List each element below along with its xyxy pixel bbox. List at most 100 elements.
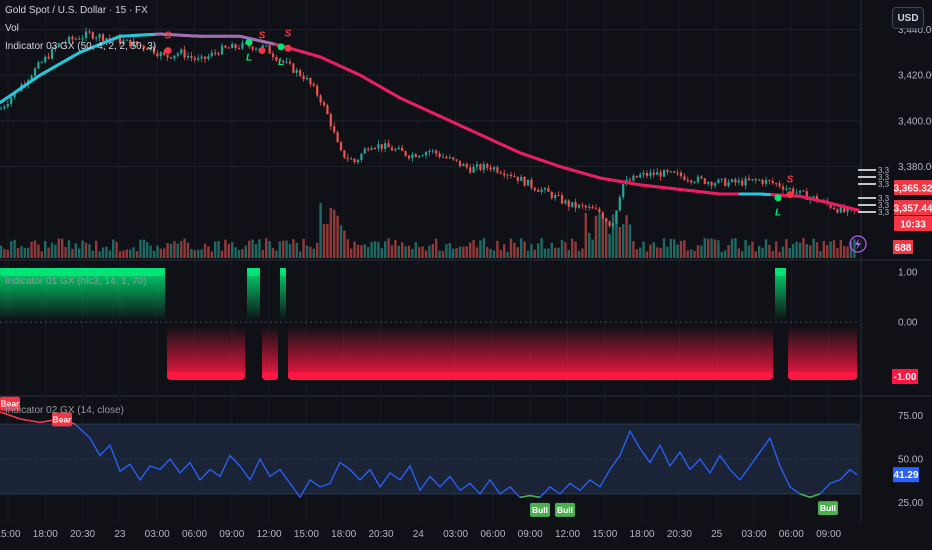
volume-bar <box>557 247 560 258</box>
currency-button[interactable]: USD <box>892 7 924 29</box>
ind1-bull-area <box>775 268 786 320</box>
volume-bar <box>683 240 686 258</box>
candle-body <box>798 190 802 193</box>
volume-bar <box>662 238 666 258</box>
volume-legend[interactable]: Vol <box>5 23 19 34</box>
volume-bar <box>152 250 156 258</box>
volume-bar <box>397 245 400 258</box>
volume-bar <box>207 246 210 258</box>
volume-bar <box>23 247 26 258</box>
volume-bar <box>703 238 706 258</box>
candle-body <box>788 188 791 190</box>
candle-body <box>499 172 502 174</box>
volume-bar <box>849 241 853 258</box>
candle-body <box>846 208 849 213</box>
candle-body <box>628 179 632 181</box>
candle-body <box>431 150 434 152</box>
volume-bar <box>475 247 479 258</box>
candle-body <box>618 197 621 211</box>
candle-body <box>649 172 652 177</box>
candle-body <box>428 151 431 153</box>
volume-bar <box>418 247 421 258</box>
candle-body <box>737 180 740 183</box>
candle-body <box>805 191 808 200</box>
volume-bar <box>812 238 815 258</box>
volume-bar <box>339 225 343 258</box>
volume-bar <box>611 214 615 258</box>
volume-bar <box>322 224 326 258</box>
candle-body <box>724 178 727 187</box>
volume-bar <box>227 244 230 258</box>
candle-body <box>302 75 305 80</box>
volume-bar <box>367 247 370 258</box>
signal-label: S <box>285 28 292 39</box>
volume-bar <box>125 249 128 258</box>
candle-body <box>700 176 703 179</box>
candle-body <box>584 205 587 208</box>
candle-body <box>98 34 101 38</box>
candle-body <box>781 186 785 190</box>
volume-bar <box>265 238 268 258</box>
volume-bar <box>676 244 679 258</box>
candle-body <box>540 189 543 192</box>
candle-body <box>169 57 173 59</box>
indicator03-legend[interactable]: Indicator 03 GX (50, 4, 2, 2, 50, 3) <box>5 41 157 52</box>
volume-bar <box>411 248 414 258</box>
volume-bar <box>649 244 652 258</box>
volume-bar <box>503 244 506 258</box>
volume-bar <box>166 242 169 258</box>
candle-body <box>516 176 519 181</box>
level-label: 3,3 <box>878 173 890 182</box>
volume-bar <box>686 250 689 258</box>
candle-body <box>135 41 139 45</box>
candle-body <box>554 194 557 198</box>
candle-body <box>812 196 815 198</box>
ind2-tick-label: 50.00 <box>898 455 923 466</box>
volume-bar <box>370 241 373 258</box>
candle-body <box>227 47 230 49</box>
candle-body <box>251 46 254 50</box>
volume-bar <box>469 242 472 258</box>
lightning-icon <box>849 235 867 253</box>
indicator01-legend[interactable]: Indicator 01 GX (hlc3, 14, 1, 70) <box>5 276 147 287</box>
indicator02-legend[interactable]: Indicator 02 GX (14, close) <box>5 405 124 416</box>
signal-dot <box>774 194 782 202</box>
volume-bar <box>598 213 601 258</box>
time-tick-label: 06:00 <box>779 529 804 540</box>
volume-bar <box>373 241 377 258</box>
signal-label: L <box>278 57 284 68</box>
candle-body <box>441 156 445 158</box>
volume-bar <box>54 244 57 258</box>
candle-body <box>322 102 326 106</box>
volume-bar <box>761 247 764 258</box>
volume-group <box>0 202 856 258</box>
volume-bar <box>115 241 118 258</box>
candle-body <box>567 200 570 207</box>
volume-value-text: 688 <box>895 243 912 254</box>
volume-bar <box>159 248 162 258</box>
candle-body <box>407 155 411 159</box>
candle-body <box>234 44 237 49</box>
time-tick-label: 20:30 <box>368 529 393 540</box>
volume-bar <box>635 249 638 258</box>
candle-body <box>105 38 108 41</box>
candle-body <box>564 200 567 204</box>
candle-body <box>513 176 516 178</box>
volume-bar <box>775 241 778 258</box>
ind1-bear-marker <box>167 372 245 380</box>
symbol-title[interactable]: Gold Spot / U.S. Dollar · 15 · FX <box>5 5 148 16</box>
candle-body <box>329 114 332 127</box>
volume-bar <box>112 239 115 258</box>
candle-body <box>622 184 625 198</box>
candle-body <box>6 103 9 107</box>
volume-bar <box>577 251 581 258</box>
candle-body <box>795 192 798 194</box>
candle-body <box>574 202 577 208</box>
candle-body <box>333 126 336 133</box>
volume-bar <box>390 245 394 258</box>
candle-body <box>186 55 190 58</box>
candle-body <box>67 36 71 43</box>
candle-body <box>295 70 298 73</box>
